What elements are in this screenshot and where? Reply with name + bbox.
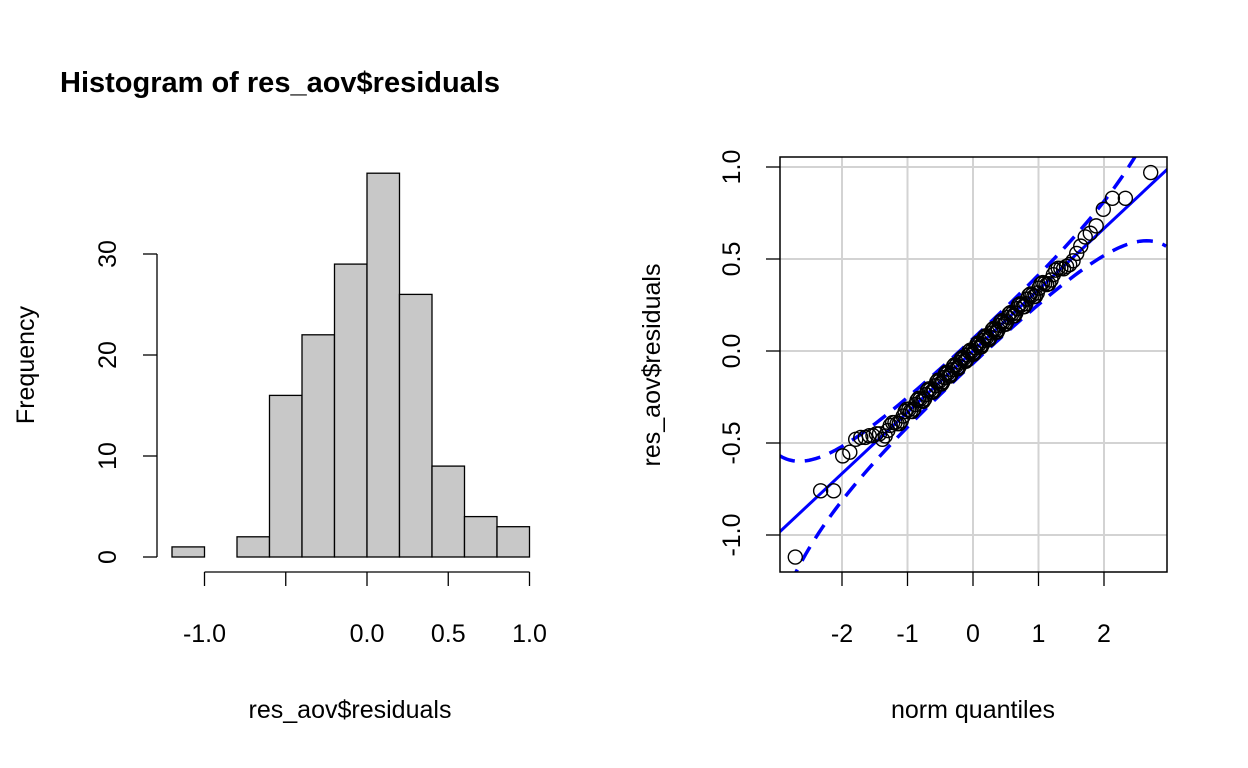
histogram-bar	[171, 546, 206, 558]
qq-point	[1041, 275, 1057, 292]
x-tick-label: 0.0	[350, 620, 385, 648]
y-tick-label: 0.5	[718, 242, 746, 277]
qq-point	[1117, 190, 1134, 206]
qq-point	[835, 448, 851, 464]
qq-point	[865, 427, 881, 444]
x-tick-label: 1	[1032, 620, 1046, 648]
histogram-bar	[236, 536, 271, 558]
histogram-y-label: Frequency	[12, 305, 40, 424]
y-tick-label: -0.5	[718, 421, 746, 464]
y-tick-label: 20	[94, 341, 122, 369]
qq-point	[1088, 218, 1104, 234]
qq-point	[1012, 296, 1028, 312]
qq-point	[1065, 253, 1081, 269]
x-tick-label: -1	[896, 620, 918, 648]
qq-point	[1143, 164, 1159, 181]
y-tick-label: -1.0	[718, 513, 746, 556]
qq-point	[874, 431, 891, 448]
x-tick-label: -1.0	[183, 620, 226, 648]
y-tick-label: 30	[94, 240, 122, 268]
y-tick-label: 0.0	[718, 334, 746, 369]
x-tick-label: -2	[831, 620, 853, 648]
histogram-x-label: res_aov$residuals	[249, 696, 452, 724]
histogram-bar	[366, 172, 401, 558]
qq-point	[787, 549, 803, 565]
histogram-bar	[333, 263, 368, 558]
qq-point	[853, 429, 869, 446]
qq-y-label: res_aov$residuals	[638, 264, 666, 467]
histogram-bar	[301, 334, 336, 558]
qq-point	[1061, 256, 1078, 273]
qq-plot-area	[780, 157, 1167, 572]
qq-point	[1069, 245, 1085, 262]
qq-x-label: norm quantiles	[891, 696, 1055, 724]
qq-point	[882, 417, 898, 434]
histogram-bar	[431, 465, 466, 558]
qq-point	[1077, 229, 1093, 245]
y-tick-label: 10	[94, 442, 122, 470]
histogram-plot: -1.0 0.0 0.5 1.0 0 10 20 30	[94, 172, 547, 648]
histogram-bar	[398, 293, 433, 558]
qq-point	[891, 415, 907, 432]
qq-point	[825, 483, 842, 499]
x-tick-label: 2	[1097, 620, 1111, 648]
qq-point	[1073, 238, 1089, 254]
qq-point	[915, 393, 931, 409]
histogram-bar	[496, 526, 531, 558]
x-tick-label: 1.0	[512, 620, 547, 648]
x-tick-label: 0.5	[431, 620, 466, 648]
y-tick-label: 0	[94, 550, 122, 564]
qq-point	[842, 444, 858, 460]
histogram-bar	[268, 394, 303, 558]
histogram-bar	[463, 515, 498, 558]
qq-point	[1095, 201, 1112, 218]
qq-plot: -2 -1 0 1 2 -1.0 -0.5 0.0 0.5 1.0	[718, 150, 1168, 648]
qq-point	[1104, 190, 1121, 206]
y-tick-label: 1.0	[718, 150, 746, 185]
histogram-title: Histogram of res_aov$residuals	[60, 67, 500, 99]
qq-point	[812, 483, 829, 499]
x-tick-label: 0	[966, 620, 980, 648]
